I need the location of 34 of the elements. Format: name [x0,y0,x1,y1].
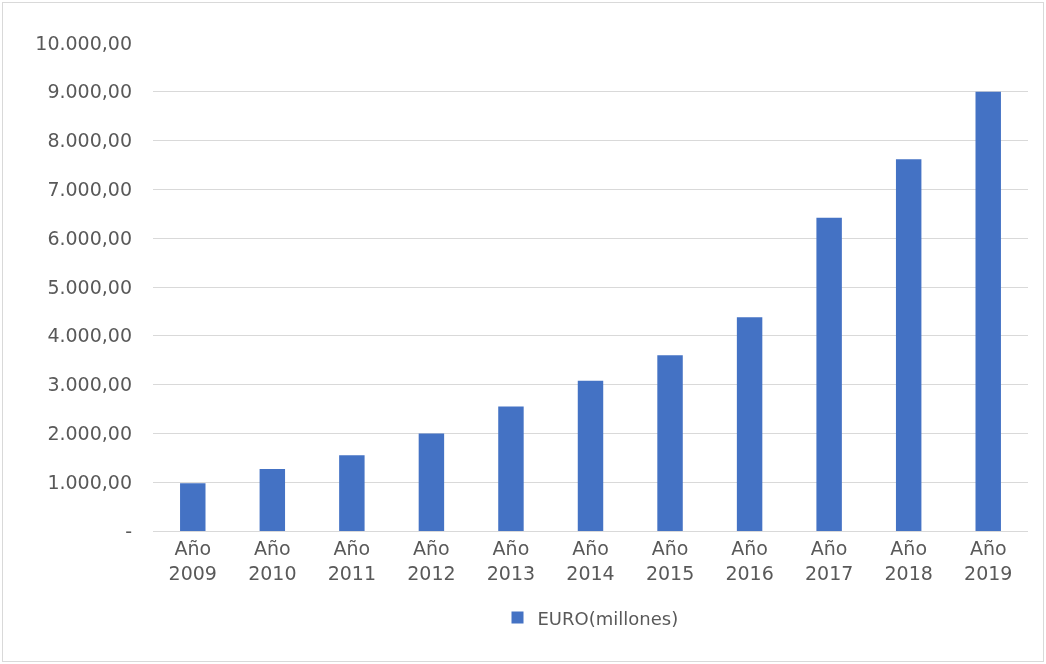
bar [339,455,365,531]
x-tick-label: Año 2009 [168,536,217,584]
bar [498,406,524,531]
x-tick-label: Año 2015 [645,536,695,584]
y-tick-label: 1.000,00 [47,470,132,493]
y-tick-label: - [125,519,132,542]
x-tick-label: Año 2016 [725,536,774,584]
y-tick-label: 10.000,00 [35,31,132,54]
bar [418,433,445,531]
y-tick-label: 5.000,00 [47,275,132,298]
y-tick-label: 4.000,00 [47,324,132,347]
y-tick-label: 7.000,00 [47,178,132,201]
y-tick-label: 3.000,00 [47,373,132,396]
legend-label: EURO(millones) [537,607,679,629]
x-tick-label: Año 2018 [884,536,933,584]
bar [577,380,604,531]
bar [816,217,842,531]
y-tick-label: 2.000,00 [47,422,132,445]
y-tick-label: 9.000,00 [47,80,132,103]
bar [736,317,763,531]
x-tick-label: Año 2014 [566,536,615,584]
x-tick-label: Año 2013 [486,536,536,584]
x-tick-label: Año 2017 [804,536,854,584]
bar [180,483,206,531]
y-tick-label: 8.000,00 [47,129,132,152]
bar [975,91,1001,531]
bar [895,159,922,531]
y-tick-label: 6.000,00 [47,226,132,249]
x-tick-label: Año 2012 [407,536,456,584]
bar [259,469,286,531]
x-tick-label: Año 2011 [327,536,377,584]
bar [657,355,683,531]
x-tick-label: Año 2010 [248,536,297,584]
x-tick-label: Año 2019 [964,536,1013,584]
